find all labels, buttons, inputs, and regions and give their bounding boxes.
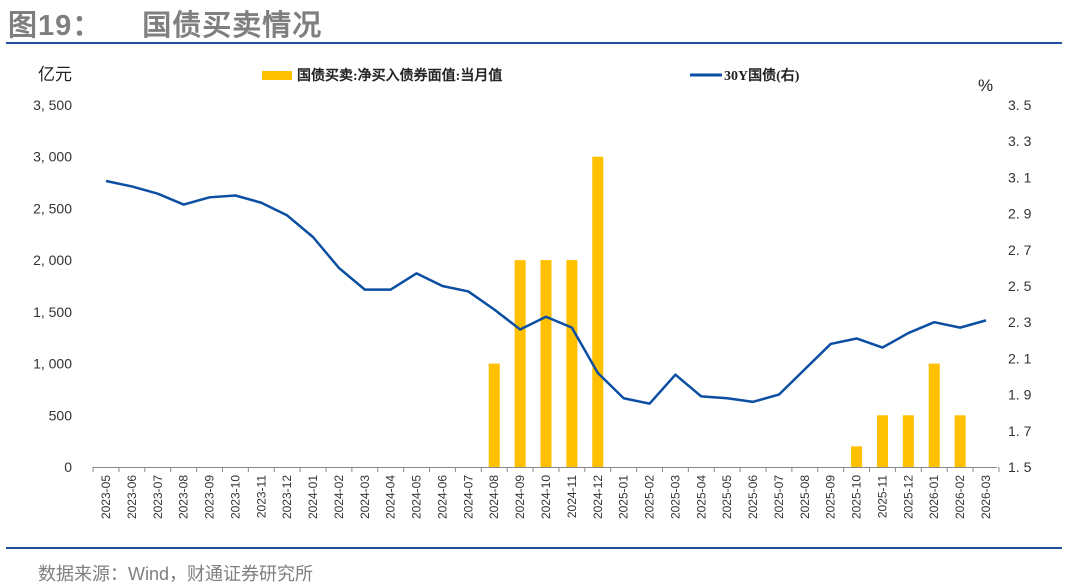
right-tick-label: 3. 3 — [1008, 133, 1032, 149]
right-tick-label: 2. 5 — [1008, 278, 1032, 294]
x-tick-label: 2024-03 — [358, 475, 372, 519]
bar — [488, 363, 500, 467]
x-tick-label: 2023-11 — [254, 475, 268, 518]
right-tick-label: 2. 7 — [1008, 242, 1032, 258]
left-tick-label: 500 — [49, 407, 73, 423]
x-tick-label: 2023-08 — [177, 475, 191, 519]
right-tick-label: 1. 5 — [1008, 459, 1032, 475]
right-tick-label: 3. 5 — [1008, 97, 1032, 113]
x-tick-label: 2025-03 — [668, 475, 682, 519]
x-tick-label: 2024-02 — [332, 475, 346, 519]
bar — [954, 415, 966, 467]
bar — [876, 415, 888, 467]
bar — [851, 446, 863, 467]
x-tick-label: 2023-06 — [125, 475, 139, 519]
x-tick-label: 2025-02 — [643, 475, 657, 519]
x-tick-label: 2024-04 — [384, 475, 398, 519]
x-tick-label: 2023-10 — [228, 475, 242, 519]
source-note: 数据来源：Wind，财通证券研究所 — [38, 564, 314, 584]
x-tick-label: 2023-09 — [203, 475, 217, 519]
x-tick-label: 2025-11 — [875, 475, 889, 518]
x-tick-label: 2025-04 — [694, 475, 708, 519]
right-tick-label: 1. 9 — [1008, 387, 1032, 403]
legend-bar-label: 国债买卖:净买入债券面值:当月值 — [297, 67, 502, 84]
left-axis-unit: 亿元 — [38, 65, 72, 84]
x-tick-label: 2026-02 — [953, 475, 967, 519]
figure-number: 图19： — [8, 10, 103, 42]
right-tick-label: 2. 3 — [1008, 314, 1032, 330]
x-tick-label: 2023-05 — [99, 475, 113, 519]
x-tick-label: 2024-01 — [306, 475, 320, 519]
x-tick-label: 2024-12 — [591, 475, 605, 519]
left-tick-label: 2, 500 — [33, 200, 72, 216]
x-tick-label: 2024-07 — [461, 475, 475, 519]
x-tick-label: 2025-09 — [824, 475, 838, 519]
x-tick-label: 2025-01 — [617, 475, 631, 519]
bar — [928, 363, 940, 467]
x-tick-label: 2026-03 — [979, 475, 993, 519]
bar — [514, 260, 526, 467]
bar — [592, 156, 604, 467]
bar — [902, 415, 914, 467]
footer-divider — [6, 547, 1062, 549]
right-tick-label: 2. 9 — [1008, 206, 1032, 222]
left-tick-label: 1, 500 — [33, 304, 72, 320]
x-tick-label: 2025-07 — [772, 475, 786, 519]
x-tick-label: 2024-10 — [539, 475, 553, 519]
x-tick-label: 2025-10 — [850, 475, 864, 519]
x-tick-label: 2023-07 — [151, 475, 165, 519]
right-tick-label: 1. 7 — [1008, 423, 1032, 439]
x-tick-label: 2024-11 — [565, 475, 579, 518]
x-tick-label: 2025-05 — [720, 475, 734, 519]
left-tick-label: 3, 500 — [33, 97, 72, 113]
right-tick-label: 3. 1 — [1008, 169, 1032, 185]
bar — [540, 260, 552, 467]
x-tick-label: 2023-12 — [280, 475, 294, 519]
legend-bar-swatch — [262, 71, 292, 80]
x-tick-label: 2025-12 — [901, 475, 915, 519]
figure-title-text: 国债买卖情况 — [142, 10, 323, 42]
x-tick-label: 2024-08 — [487, 475, 501, 519]
title-divider — [6, 42, 1062, 44]
left-tick-label: 3, 000 — [33, 149, 72, 165]
x-tick-label: 2025-08 — [798, 475, 812, 519]
left-tick-label: 1, 000 — [33, 356, 72, 372]
legend-line-label: 30Y国债(右) — [724, 67, 800, 84]
figure-title: 图19： 国债买卖情况 — [8, 2, 322, 44]
right-tick-label: 2. 1 — [1008, 350, 1032, 366]
x-tick-label: 2026-01 — [927, 475, 941, 519]
x-tick-label: 2024-06 — [435, 475, 449, 519]
bar — [566, 260, 578, 467]
x-tick-label: 2025-06 — [746, 475, 760, 519]
right-axis-unit: % — [978, 76, 993, 95]
left-tick-label: 2, 000 — [33, 252, 72, 268]
x-tick-label: 2024-05 — [410, 475, 424, 519]
left-tick-label: 0 — [64, 459, 72, 475]
x-tick-label: 2024-09 — [513, 475, 527, 519]
